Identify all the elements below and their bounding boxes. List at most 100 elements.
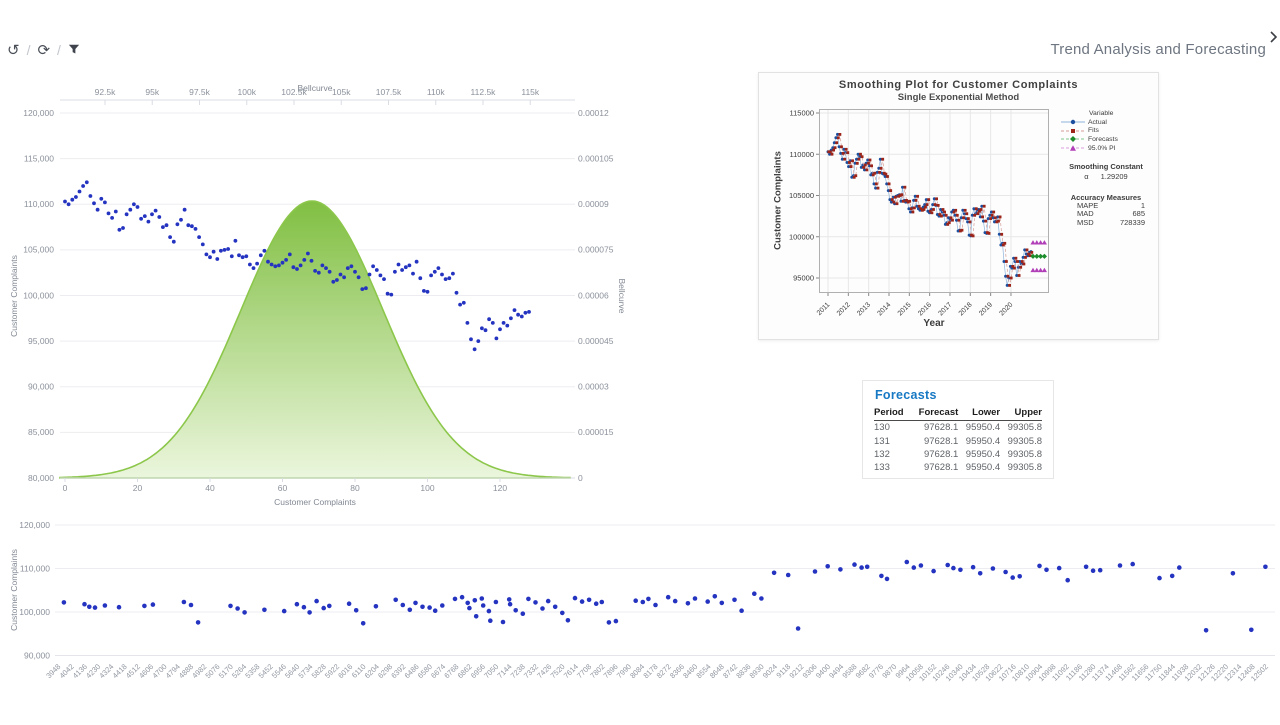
separator: / (57, 42, 61, 58)
svg-text:2019: 2019 (978, 301, 994, 317)
filter-icon (68, 44, 80, 53)
svg-text:115,000: 115,000 (24, 153, 54, 163)
svg-text:0: 0 (63, 483, 68, 493)
smoothing-constant-value: α 1.29209 (1084, 172, 1128, 181)
table-column-header: Upper (1000, 406, 1042, 421)
bottom-scatter-chart: 120,000 110,000 100,000 90,000 3948 4042 4136 4… (0, 515, 1280, 720)
svg-text:115000: 115000 (790, 109, 814, 118)
svg-text:120: 120 (493, 483, 507, 493)
legend-item-label: Actual (1088, 118, 1107, 126)
svg-text:110k: 110k (427, 87, 446, 97)
bottom-scatter-canvas: 120,000 110,000 100,000 90,000 3948404241364… (19, 520, 1275, 683)
smoothing-stats: Smoothing Constant α 1.29209 Accuracy Mea… (1055, 162, 1157, 227)
svg-text:120,000: 120,000 (19, 520, 50, 530)
svg-text:110,000: 110,000 (24, 199, 54, 209)
accuracy-measure-row: MAD 685 (1077, 209, 1145, 219)
bellcurve-overlay-chart: 120,000 115,000 110,000 105,000 100,000 95,00… (0, 80, 646, 516)
smoothing-legend: Variable Actual Fits Forecasts 95.0% PI (1061, 110, 1156, 152)
bottom-chart-y-axis-title: Customer Complaints (9, 549, 19, 631)
table-row: 130 97628.1 95950.4 99305.8 (874, 422, 1042, 434)
refresh-icon: ⟳ (37, 41, 51, 59)
svg-text:95,000: 95,000 (28, 336, 54, 346)
accuracy-measure-row: MAPE 1 (1077, 201, 1145, 210)
svg-text:100,000: 100,000 (23, 290, 54, 300)
svg-text:2020: 2020 (998, 301, 1014, 317)
svg-text:102.5k: 102.5k (281, 87, 307, 97)
main-left-axis-title: Customer Complaints (9, 255, 19, 337)
accuracy-measures-title: Accuracy Measures (1070, 193, 1142, 202)
svg-text:105k: 105k (332, 87, 351, 97)
smoothing-constant-title: Smoothing Constant (1069, 162, 1143, 171)
bottom-scatter-points (61, 559, 1268, 633)
main-top-axis-title: Bellcurve (297, 83, 333, 93)
svg-text:85,000: 85,000 (28, 427, 54, 437)
svg-text:0.000015: 0.000015 (578, 427, 614, 437)
svg-text:80,000: 80,000 (28, 473, 54, 483)
svg-text:40: 40 (205, 483, 215, 493)
svg-text:2014: 2014 (876, 301, 892, 317)
svg-text:2015: 2015 (897, 301, 913, 317)
svg-text:100: 100 (420, 483, 434, 493)
main-bottom-axis: 0 20 40 60 80 100 120 (60, 477, 575, 493)
bottom-gridlines (55, 524, 1275, 656)
legend-item-label: 95.0% PI (1088, 144, 1116, 152)
svg-text:2012: 2012 (836, 301, 852, 317)
svg-text:105000: 105000 (789, 191, 814, 200)
bottom-y-tick-labels: 120,000 110,000 100,000 90,000 (19, 520, 50, 661)
main-bottom-axis-title: Customer Complaints (274, 497, 356, 507)
svg-text:0.00009: 0.00009 (578, 199, 609, 209)
svg-text:90,000: 90,000 (28, 382, 54, 392)
svg-text:2013: 2013 (856, 301, 872, 317)
svg-text:110,000: 110,000 (20, 563, 50, 573)
svg-text:2018: 2018 (958, 301, 974, 317)
legend-item-label: Fits (1088, 127, 1099, 135)
smoothing-y-axis-title: Customer Complaints (772, 151, 784, 250)
svg-text:2011: 2011 (816, 301, 832, 317)
filter-button[interactable] (68, 43, 80, 58)
svg-text:0.00006: 0.00006 (578, 290, 609, 300)
bellcurve-overlay-canvas: 120,000 115,000 110,000 105,000 100,000 95,00… (23, 87, 614, 493)
svg-text:0.000075: 0.000075 (578, 245, 614, 255)
smoothing-plot-panel: Smoothing Plot for Customer Complaints S… (758, 72, 1159, 340)
bell-curve (59, 200, 571, 479)
svg-text:0.00003: 0.00003 (578, 382, 609, 392)
table-column-header: Lower (958, 406, 1001, 421)
svg-text:60: 60 (278, 483, 288, 493)
svg-text:97.5k: 97.5k (189, 87, 211, 97)
svg-text:2016: 2016 (917, 301, 933, 317)
smoothing-plot-title: Smoothing Plot for Customer Complaints (838, 79, 1079, 91)
actual-series (826, 132, 1033, 287)
forecasts-table: Period Forecast Lower Upper 130 97628.1 95950… (874, 406, 1042, 475)
svg-text:80: 80 (350, 483, 360, 493)
svg-text:100,000: 100,000 (19, 607, 50, 617)
legend-item: Actual (1061, 118, 1156, 127)
svg-text:20: 20 (133, 483, 143, 493)
svg-text:0.00012: 0.00012 (578, 108, 609, 118)
pi-markers (1030, 240, 1047, 273)
svg-text:2017: 2017 (937, 301, 953, 317)
complaints-scatter-points (63, 180, 531, 352)
separator: / (26, 42, 31, 58)
svg-text:95k: 95k (145, 87, 159, 97)
svg-text:0: 0 (578, 473, 583, 483)
bottom-x-tick-labels: 3948404241364230432444184512460647004794… (44, 662, 1270, 683)
svg-text:112.5k: 112.5k (471, 87, 497, 97)
legend-item: Fits (1061, 127, 1156, 136)
expand-panel-icon[interactable] (1269, 31, 1278, 43)
table-column-header: Forecast (910, 406, 959, 421)
table-row: 133 97628.1 95950.4 99305.8 (874, 462, 1042, 474)
smoothing-x-axis-title: Year (923, 318, 945, 329)
fits-series (827, 133, 1034, 287)
legend-item: 95.0% PI (1061, 144, 1156, 153)
left-axis-tick-labels: 120,000 115,000 110,000 105,000 100,000 95,00… (23, 108, 54, 483)
svg-text:110000: 110000 (790, 150, 814, 159)
table-column-header: Period (874, 406, 911, 421)
refresh-button[interactable]: ⟳ (37, 43, 50, 58)
svg-text:115k: 115k (521, 87, 540, 97)
page-title: Trend Analysis and Forecasting (1050, 41, 1266, 58)
accuracy-measure-row: MSD 728339 (1077, 217, 1145, 227)
table-row: 131 97628.1 95950.4 99305.8 (874, 435, 1042, 447)
right-axis-tick-labels: 0.00012 0.000105 0.00009 0.000075 0.00006 0.0… (578, 108, 614, 483)
undo-button[interactable]: ↺ (7, 43, 20, 58)
